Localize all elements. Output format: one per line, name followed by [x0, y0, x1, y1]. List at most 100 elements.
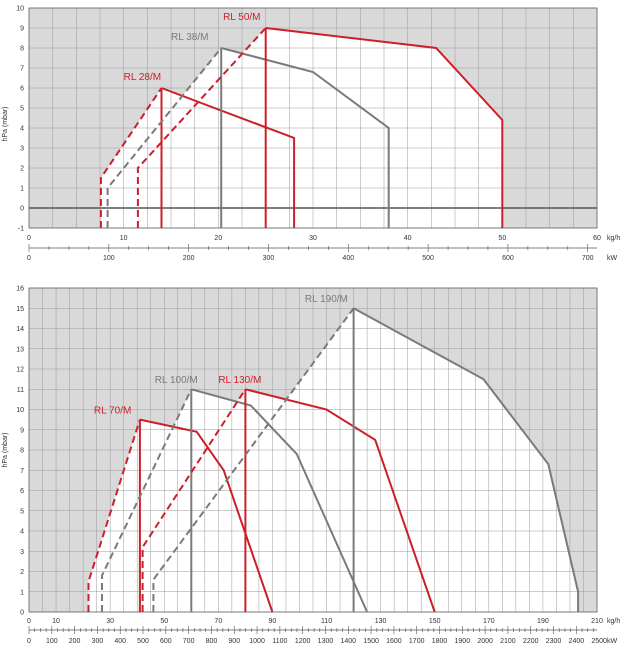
y-tick-label: 15	[16, 306, 24, 313]
x-tick-label: 10	[52, 618, 60, 625]
x-tick-label: 10	[120, 235, 128, 242]
x2-axis-unit: kW	[607, 638, 618, 645]
series-label: RL 100/M	[155, 375, 198, 386]
y-tick-label: 7	[20, 468, 24, 475]
x-tick-label: 210	[591, 618, 603, 625]
y-tick-label: 0	[20, 610, 24, 617]
x-tick-label: 70	[214, 618, 222, 625]
series-start-curve	[99, 87, 163, 228]
plot-border	[28, 7, 598, 229]
series-start-curve	[106, 47, 222, 228]
x2-tick-label: 2500	[591, 638, 607, 645]
y-tick-label: 0	[20, 206, 24, 213]
x-axis-unit: kg/h	[607, 235, 620, 242]
x2-tick-label: 900	[228, 638, 240, 645]
y-tick-label: 8	[20, 448, 24, 455]
x2-tick-label: 2400	[569, 638, 585, 645]
y-tick-label: 2	[20, 166, 24, 173]
x-tick-label: 110	[321, 618, 332, 625]
x-tick-label: 0	[27, 618, 31, 625]
series-start-curve	[136, 27, 267, 228]
y-tick-label: 11	[17, 387, 24, 394]
x2-tick-label: 300	[92, 638, 104, 645]
y-tick-label: 6	[20, 488, 24, 495]
y-tick-label: -1	[18, 226, 24, 233]
y-tick-label: 1	[20, 589, 24, 596]
y-axis: -1 0 1 2 3 4 5 6 7 8 9 10 hPa (mbar)	[2, 6, 24, 233]
series-max-output-curve	[265, 27, 504, 228]
y-tick-label: 16	[16, 286, 24, 293]
y-tick-label: 14	[16, 326, 24, 333]
x-tick-label: 130	[375, 618, 387, 625]
y-tick-label: 4	[20, 529, 24, 536]
series-label: RL 70/M	[94, 406, 131, 417]
y-tick-label: 1	[20, 186, 24, 193]
x2-tick-label: 100	[103, 255, 115, 262]
y-tick-label: 10	[16, 407, 24, 414]
series-rl-100-m: RL 100/M	[101, 375, 369, 613]
x2-tick-label: 1100	[272, 638, 287, 645]
x2-tick-label: 300	[263, 255, 275, 262]
x-tick-label: 90	[269, 618, 277, 625]
series-max-output-curve	[191, 388, 369, 613]
x-tick-label: 150	[429, 618, 441, 625]
y-tick-label: 6	[20, 86, 24, 93]
series-max-output-curve	[161, 87, 296, 228]
x2-tick-label: 2000	[477, 638, 493, 645]
y-tick-label: 4	[20, 126, 24, 133]
series-max-output-curve	[353, 307, 580, 612]
x2-tick-label: 1700	[409, 638, 425, 645]
series-rl-38-m: RL 38/M	[106, 32, 390, 228]
x2-tick-label: 400	[114, 638, 126, 645]
chart-1: RL 28/MRL 38/MRL 50/M0 10 20 30 40 50 60 kg/h0 1…	[2, 6, 620, 263]
series-start-curve	[101, 388, 193, 612]
series-rl-50-m: RL 50/M	[136, 12, 504, 228]
x2-tick-label: 2300	[546, 638, 562, 645]
x2-tick-label: 700	[183, 638, 195, 645]
series-rl-70-m: RL 70/M	[87, 406, 274, 613]
x2-tick-label: 1000	[249, 638, 265, 645]
y-tick-label: 5	[20, 106, 24, 113]
x-axis: 0 10 20 30 40 50 60 kg/h	[27, 235, 620, 242]
x-axis-unit: kg/h	[607, 618, 620, 625]
x2-tick-label: 2200	[523, 638, 539, 645]
series-label: RL 38/M	[171, 32, 208, 43]
x2-tick-label: 1500	[363, 638, 379, 645]
x-tick-label: 40	[404, 235, 412, 242]
x2-tick-label: 2100	[500, 638, 516, 645]
series-label: RL 28/M	[124, 72, 161, 83]
x2-tick-label: 1300	[318, 638, 334, 645]
grid	[28, 7, 598, 229]
plot-border	[28, 287, 598, 613]
y-tick-label: 9	[20, 26, 24, 33]
series-label: RL 190/M	[305, 294, 348, 305]
x-tick-label: 60	[593, 235, 601, 242]
x2-tick-label: 600	[502, 255, 514, 262]
y-tick-label: 12	[16, 367, 24, 374]
range-fill-rl-190-m	[153, 308, 579, 612]
y-tick-label: 13	[16, 346, 24, 353]
chart-2: RL 70/MRL 100/M RL 130/MRL 190/M0 10 30 50 70…	[2, 286, 620, 646]
x2-tick-label: 400	[342, 255, 354, 262]
x2-tick-label: 600	[160, 638, 172, 645]
series-start-curve	[87, 419, 141, 612]
y-tick-label: 5	[20, 508, 24, 515]
x2-tick-label: 800	[206, 638, 218, 645]
x2-axis: 0 100 200 300 400 500 600 700 kW	[27, 244, 618, 262]
series-rl-190-m: RL 190/M	[152, 294, 580, 612]
y-tick-label: 8	[20, 46, 24, 53]
y-tick-label: 9	[20, 427, 24, 434]
y-tick-label: 10	[16, 6, 24, 13]
series-start-curve	[141, 388, 247, 612]
series-label: RL 50/M	[223, 12, 260, 23]
y-axis-label: hPa (mbar)	[2, 432, 9, 467]
x-tick-label: 0	[27, 235, 31, 242]
x2-tick-label: 700	[582, 255, 594, 262]
x2-axis: 0 100 200 300 400 500 600 700 800 900 1000 1100 1200…	[27, 626, 618, 645]
x2-axis-unit: kW	[607, 255, 618, 262]
x2-tick-label: 500	[137, 638, 149, 645]
series-label: RL 130/M	[218, 375, 261, 386]
series-start-curve	[152, 307, 355, 612]
